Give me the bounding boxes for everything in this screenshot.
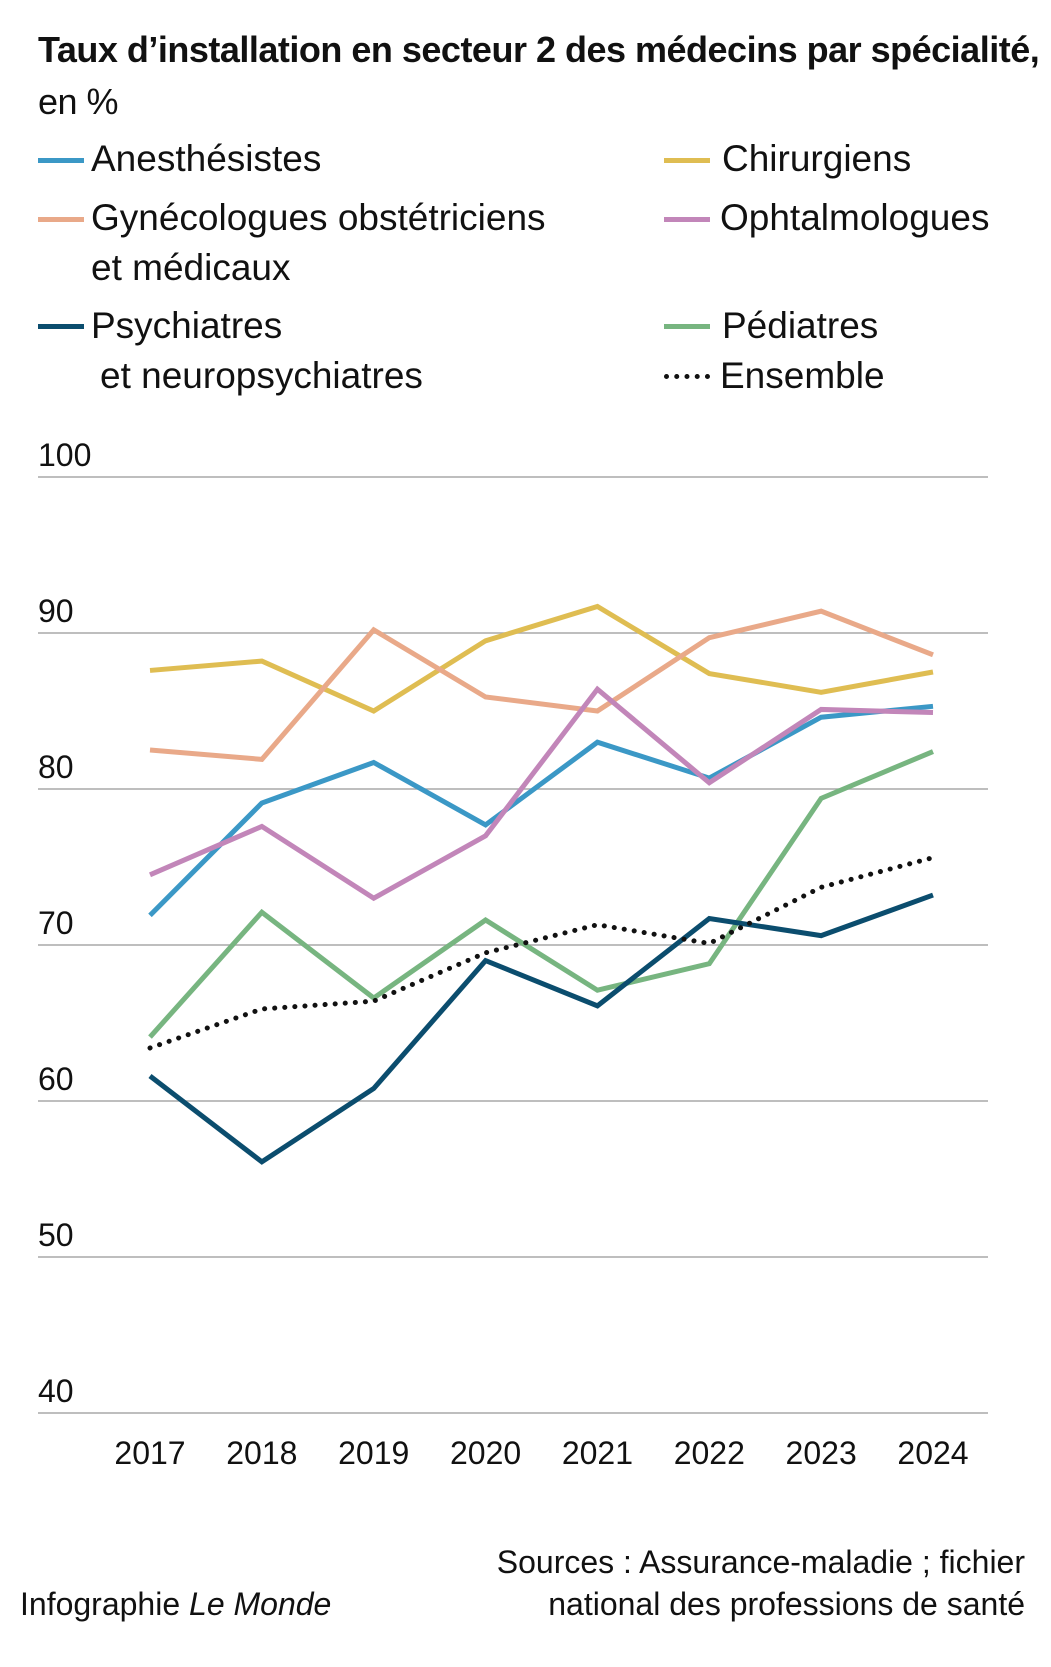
title-unit: en %	[38, 81, 119, 122]
legend-label-psychiatres: Psychiatres	[91, 305, 283, 346]
x-tick-label: 2022	[674, 1435, 745, 1471]
y-tick-label: 70	[38, 905, 74, 941]
credit-prefix: Infographie	[20, 1586, 190, 1622]
y-tick-label: 60	[38, 1061, 74, 1097]
credit: Infographie Le Monde	[20, 1583, 331, 1625]
x-tick-label: 2017	[114, 1435, 185, 1471]
title-main: Taux d’installation en secteur 2 des méd…	[38, 29, 1040, 70]
x-tick-label: 2018	[226, 1435, 297, 1471]
legend-label-anesthesistes: Anesthésistes	[91, 138, 322, 179]
series-line-gynecologues-obstetriciens-et-medicaux	[149, 608, 934, 762]
legend-label-gynecologues: Gynécologues obstétriciens	[91, 197, 546, 238]
series-line-ophtalmologues	[149, 685, 934, 902]
x-tick-label: 2020	[450, 1435, 521, 1471]
y-tick-label: 50	[38, 1217, 74, 1253]
y-tick-label: 80	[38, 749, 74, 785]
x-tick-label: 2021	[562, 1435, 633, 1471]
x-tick-label: 2019	[338, 1435, 409, 1471]
series-line-chirurgiens	[149, 603, 934, 714]
series-line-anesthesistes	[148, 703, 934, 918]
legend-swatch-psychiatres	[38, 324, 84, 329]
legend-label-ophtalmologues: Ophtalmologues	[720, 197, 990, 238]
source-line-2: national des professions de santé	[548, 1586, 1025, 1622]
legend-swatch-ophtalmologues	[664, 217, 710, 222]
legend-swatch-anesthesistes	[38, 158, 84, 163]
legend-swatch-chirurgiens	[664, 158, 710, 163]
legend-swatch-ensemble	[664, 374, 710, 379]
legend-label-pediatres: Pédiatres	[722, 305, 879, 346]
series-line-psychiatres-et-neuropsychiatres	[148, 892, 934, 1165]
legend-label-gynecologues-2: et médicaux	[91, 247, 291, 288]
series-line-ensemble	[147, 855, 936, 1051]
legend-label-ensemble: Ensemble	[720, 355, 885, 396]
series-line-pediatres	[148, 749, 934, 1039]
legend-label-psychiatres-2: et neuropsychiatres	[100, 355, 423, 396]
legend-label-chirurgiens: Chirurgiens	[722, 138, 912, 179]
x-tick-label: 2024	[897, 1435, 968, 1471]
y-tick-label: 90	[38, 593, 74, 629]
chart-title: Taux d’installation en secteur 2 des méd…	[38, 24, 1051, 128]
source-line-1: Sources : Assurance-maladie ; fichier	[496, 1544, 1025, 1580]
y-tick-label: 100	[38, 437, 91, 473]
y-tick-label: 40	[38, 1373, 74, 1409]
legend-swatch-gynecologues	[38, 217, 84, 222]
legend-swatch-pediatres	[664, 324, 710, 329]
x-tick-label: 2023	[786, 1435, 857, 1471]
credit-brand: Le Monde	[189, 1586, 332, 1622]
